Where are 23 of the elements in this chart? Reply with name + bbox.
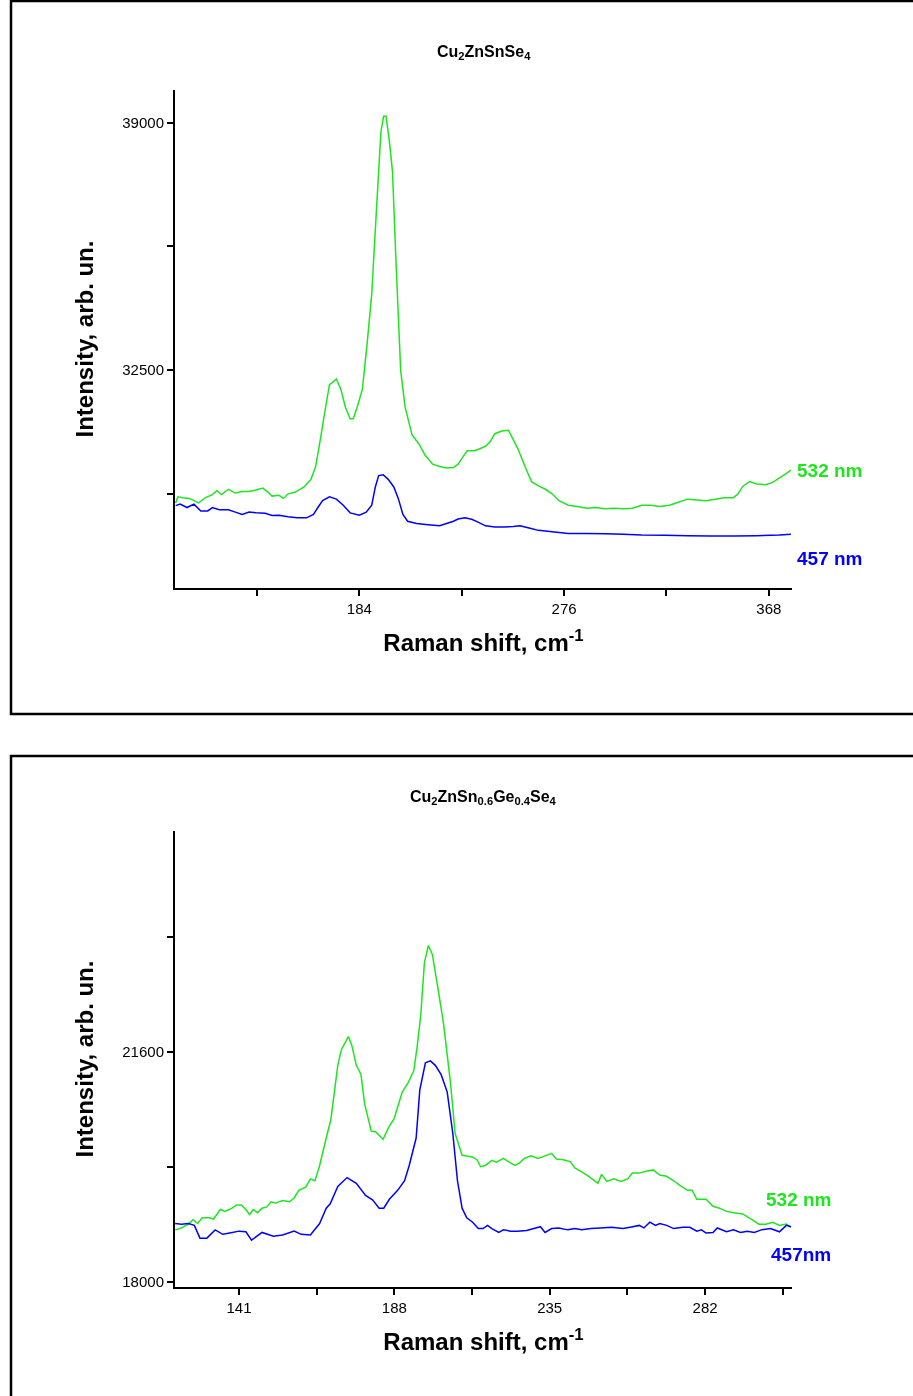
series-label: 532 nm <box>797 460 863 481</box>
x-tick-label: 276 <box>551 600 577 617</box>
line-series <box>175 474 792 537</box>
y-tick-label: 39000 <box>122 113 164 131</box>
chart-title: Cu$_{2}$ZnSn$_{0.6}$Ge$_{0.4}$Se$_{4}$ <box>410 788 557 808</box>
series-label: 457 nm <box>797 548 863 569</box>
y-tick-label: 18000 <box>122 1272 164 1290</box>
x-tick-label: 235 <box>537 1299 563 1316</box>
x-tick-label: 141 <box>226 1299 252 1316</box>
y-axis-title: Intensity, arb. un. <box>70 240 98 438</box>
series-label: 532 nm <box>766 1189 832 1210</box>
x-tick-label: 368 <box>756 600 782 617</box>
y-tick-label: 32500 <box>122 361 164 379</box>
x-axis-title: Raman shift, cm$^{-1}$ <box>383 1324 584 1355</box>
line-series <box>175 115 792 510</box>
x-tick-label: 184 <box>346 600 372 617</box>
series-label: 457nm <box>771 1244 832 1265</box>
x-axis-title: Raman shift, cm$^{-1}$ <box>383 625 584 656</box>
x-tick-label: 188 <box>381 1299 407 1316</box>
y-tick-label: 21600 <box>122 1043 164 1061</box>
chart-title: Cu$_{2}$ZnSnSe$_{4}$ <box>437 43 532 63</box>
y-axis-title: Intensity, arb. un. <box>70 960 98 1158</box>
x-tick-label: 282 <box>692 1299 718 1316</box>
